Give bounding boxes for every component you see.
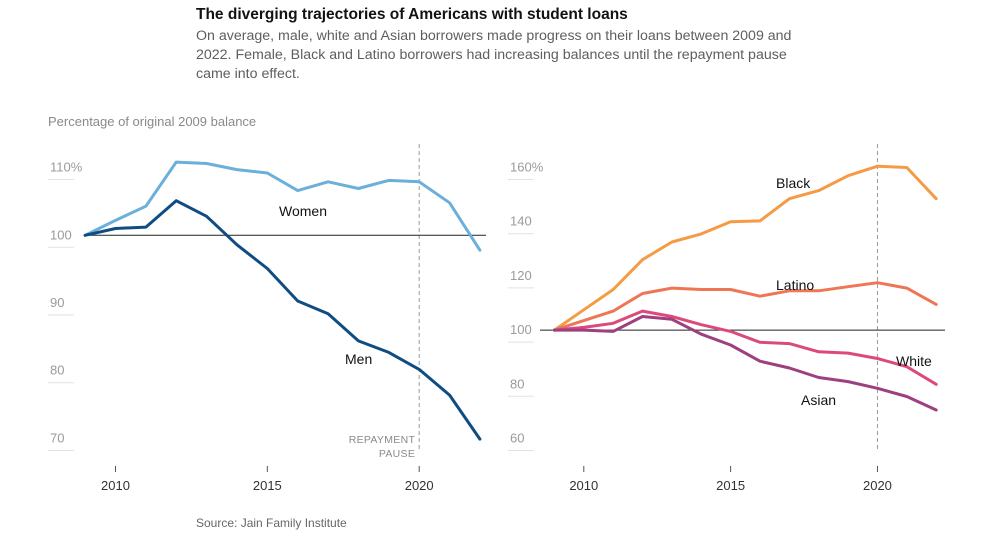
x-tick-label: 2010 <box>101 478 130 493</box>
y-tick-label: 60 <box>510 430 524 445</box>
y-tick-label: 110% <box>50 160 83 175</box>
series-line-black <box>552 164 938 332</box>
y-tick-label: 160% <box>510 160 544 175</box>
y-tick-label: 100 <box>50 227 72 242</box>
series-label-black: Black <box>776 175 811 191</box>
x-tick-label: 2020 <box>405 478 434 493</box>
series-line-white <box>552 309 938 386</box>
y-tick-label: 90 <box>50 295 64 310</box>
series-label-asian: Asian <box>801 392 836 408</box>
series-line-men <box>83 199 482 441</box>
annotation-label: PAUSE <box>379 448 415 460</box>
y-tick-label: 140 <box>510 214 532 229</box>
annotation-label: REPAYMENT <box>349 434 416 446</box>
chart-subtitle: On average, male, white and Asian borrow… <box>196 28 792 82</box>
series-label-women: Women <box>279 203 327 219</box>
x-tick-label: 2010 <box>569 478 598 493</box>
series-line-women <box>83 160 482 252</box>
series-label-men: Men <box>345 351 372 367</box>
y-axis-label: Percentage of original 2009 balance <box>48 114 257 129</box>
series-line-latino <box>552 281 938 332</box>
y-tick-label: 80 <box>50 363 64 378</box>
annotation-background <box>347 432 418 460</box>
y-tick-label: 70 <box>50 430 64 445</box>
series-label-latino: Latino <box>776 277 814 293</box>
x-tick-label: 2020 <box>863 478 892 493</box>
y-tick-label: 120 <box>510 268 532 283</box>
y-tick-label: 100 <box>510 322 532 337</box>
series-line-asian <box>552 315 938 412</box>
y-tick-label: 80 <box>510 376 524 391</box>
chart-title: The diverging trajectories of Americans … <box>196 6 628 23</box>
x-tick-label: 2015 <box>716 478 745 493</box>
series-label-white: White <box>896 353 932 369</box>
source-note: Source: Jain Family Institute <box>196 516 347 530</box>
x-tick-label: 2015 <box>253 478 282 493</box>
